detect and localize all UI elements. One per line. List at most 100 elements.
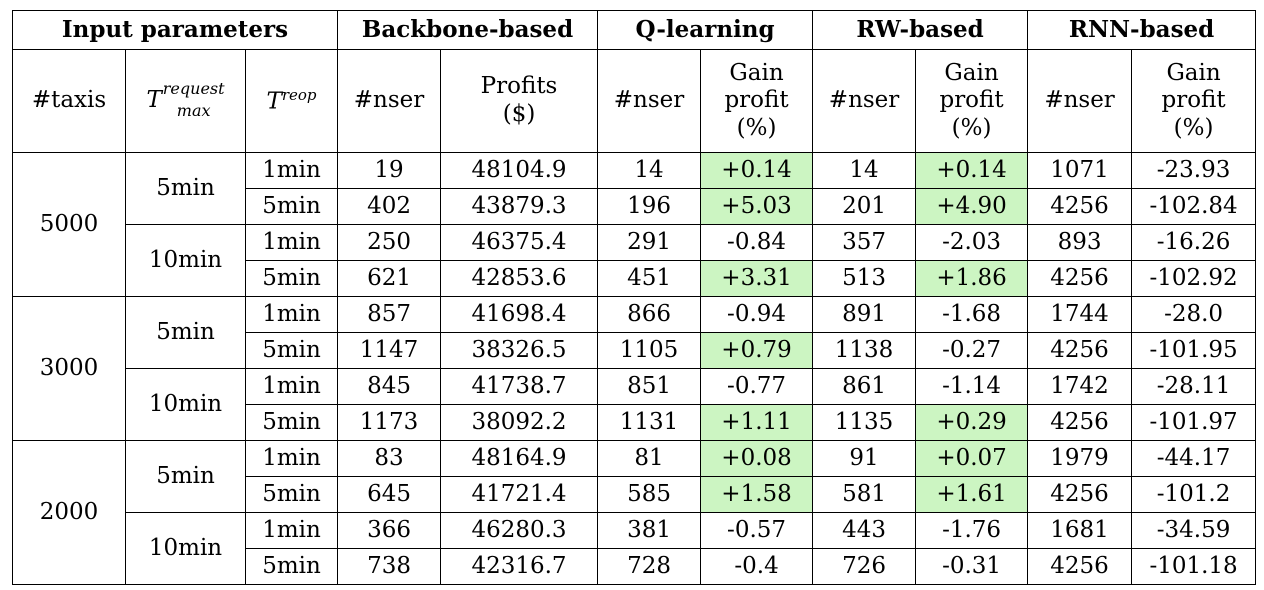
col-taxis: #taxis [12, 49, 126, 153]
table-row: 5min 1173 38092.2 1131 +1.11 1135 +0.29 4256 -10… [13, 404, 1257, 441]
cell-treop: 1min [244, 440, 339, 477]
cell-rw-nser: 1135 [812, 404, 917, 441]
cell-rw-gain: +1.86 [915, 260, 1029, 297]
table-row: 5min 1147 38326.5 1105 +0.79 1138 -0.27 4256 -10… [13, 332, 1257, 369]
table-row: 5000 5min 1min 19 48104.9 14 +0.14 14 +0.14 1071-… [12, 152, 1257, 297]
cell-rnn-nser: 1744 [1027, 296, 1133, 333]
group-backbone-based: Backbone-based [337, 10, 599, 50]
cell-rnn-gain: -28.0 [1131, 296, 1257, 333]
cell-q-nser: 728 [597, 548, 702, 585]
col-rw-nser: #nser [812, 49, 917, 153]
cell-treop: 1min [244, 296, 339, 333]
group-rnn-based: RNN-based [1027, 10, 1257, 50]
col-rw-gain: Gain profit (%) [915, 49, 1029, 153]
cell-q-nser: 585 [597, 476, 702, 513]
group-rw-based: RW-based [812, 10, 1029, 50]
cell-rw-gain: +0.07 [915, 440, 1029, 477]
col-rnn-gain-line2: profit [1161, 87, 1226, 114]
cell-rnn-gain: -16.26 [1131, 224, 1257, 261]
cell-rnn-gain: -101.95 [1131, 332, 1257, 369]
cell-rw-nser: 726 [812, 548, 917, 585]
col-q-gain-line2: profit [724, 87, 789, 114]
cell-bb-profit: 41738.7 [440, 368, 599, 405]
cell-q-gain: +0.14 [700, 152, 814, 189]
cell-bb-nser: 621 [337, 260, 442, 297]
cell-q-gain: -0.77 [700, 368, 814, 405]
cell-rnn-nser: 893 [1027, 224, 1133, 261]
cell-q-nser: 81 [597, 440, 702, 477]
col-rnn-gain: Gain profit (%) [1131, 49, 1257, 153]
table-row: 10min 1min 250 46375.4 291 -0.84 357 -2.03 893 -1… [13, 224, 1257, 297]
cell-rnn-nser: 4256 [1027, 548, 1133, 585]
cell-tmax: 5min [125, 440, 246, 513]
cell-rw-nser: 581 [812, 476, 917, 513]
cell-bb-nser: 1147 [337, 332, 442, 369]
cell-bb-nser: 1173 [337, 404, 442, 441]
cell-rw-gain: -0.31 [915, 548, 1029, 585]
cell-tmax: 5min [125, 152, 246, 225]
table-row: 5min 738 42316.7 728 -0.4 726 -0.31 4256 -101.18 [13, 548, 1257, 585]
table-row: 2000 5min 1min 83 48164.9 81 +0.08 91 +0.07 1979-… [12, 440, 1257, 585]
cell-rw-gain: +0.29 [915, 404, 1029, 441]
cell-rw-gain: +4.90 [915, 188, 1029, 225]
cell-rnn-nser: 4256 [1027, 188, 1133, 225]
cell-q-nser: 866 [597, 296, 702, 333]
cell-bb-profit: 38092.2 [440, 404, 599, 441]
cell-rw-nser: 891 [812, 296, 917, 333]
cell-bb-profit: 38326.5 [440, 332, 599, 369]
cell-bb-profit: 41721.4 [440, 476, 599, 513]
cell-treop: 5min [244, 548, 339, 585]
cell-rnn-nser: 4256 [1027, 404, 1133, 441]
cell-rw-gain: -1.14 [915, 368, 1029, 405]
col-q-gain-line3: (%) [736, 114, 777, 141]
cell-rw-gain: +1.61 [915, 476, 1029, 513]
results-table: Input parameters Backbone-based Q-learni… [11, 10, 1257, 585]
cell-rw-gain: +0.14 [915, 152, 1029, 189]
cell-bb-profit: 46375.4 [440, 224, 599, 261]
cell-rnn-gain: -28.11 [1131, 368, 1257, 405]
cell-rw-nser: 513 [812, 260, 917, 297]
cell-rnn-nser: 1071 [1027, 152, 1133, 189]
cell-rw-nser: 357 [812, 224, 917, 261]
cell-rw-nser: 861 [812, 368, 917, 405]
cell-treop: 1min [244, 512, 339, 549]
cell-bb-profit: 48104.9 [440, 152, 599, 189]
cell-treop: 5min [244, 332, 339, 369]
cell-q-nser: 291 [597, 224, 702, 261]
cell-rnn-gain: -44.17 [1131, 440, 1257, 477]
cell-bb-nser: 250 [337, 224, 442, 261]
col-treop-sup: reop [281, 85, 317, 104]
cell-taxis: 5000 [12, 152, 126, 297]
cell-rw-nser: 14 [812, 152, 917, 189]
cell-bb-profit: 48164.9 [440, 440, 599, 477]
col-tmax-sub: max [176, 101, 211, 120]
cell-rw-gain: -2.03 [915, 224, 1029, 261]
cell-q-gain: -0.84 [700, 224, 814, 261]
cell-rnn-nser: 4256 [1027, 476, 1133, 513]
cell-treop: 5min [244, 188, 339, 225]
col-tmax-sup: request [162, 79, 225, 98]
cell-rw-nser: 443 [812, 512, 917, 549]
table-row: 10min 1min 845 41738.7 851 -0.77 861 -1.14 1742-… [13, 368, 1257, 441]
cell-q-gain: -0.94 [700, 296, 814, 333]
cell-bb-nser: 845 [337, 368, 442, 405]
cell-bb-profit: 41698.4 [440, 296, 599, 333]
table-row: 5min 645 41721.4 585 +1.58 581 +1.61 4256 -101.2 [13, 476, 1257, 513]
cell-q-nser: 451 [597, 260, 702, 297]
cell-rw-gain: -1.68 [915, 296, 1029, 333]
col-rnn-nser: #nser [1027, 49, 1133, 153]
col-bb-profits: Profits ($) [440, 49, 599, 153]
cell-bb-nser: 83 [337, 440, 442, 477]
cell-rw-gain: -0.27 [915, 332, 1029, 369]
cell-rnn-gain: -101.18 [1131, 548, 1257, 585]
cell-q-gain: +0.79 [700, 332, 814, 369]
cell-tmax: 5min [125, 296, 246, 369]
cell-rnn-nser: 1742 [1027, 368, 1133, 405]
cell-q-nser: 1105 [597, 332, 702, 369]
cell-bb-nser: 857 [337, 296, 442, 333]
cell-treop: 5min [244, 476, 339, 513]
cell-rnn-nser: 1681 [1027, 512, 1133, 549]
table-body: 5000 5min 1min 19 48104.9 14 +0.14 14 +0.14 1071-… [12, 152, 1257, 585]
col-bb-profits-line1: Profits [480, 73, 558, 100]
cell-taxis: 2000 [12, 440, 126, 585]
